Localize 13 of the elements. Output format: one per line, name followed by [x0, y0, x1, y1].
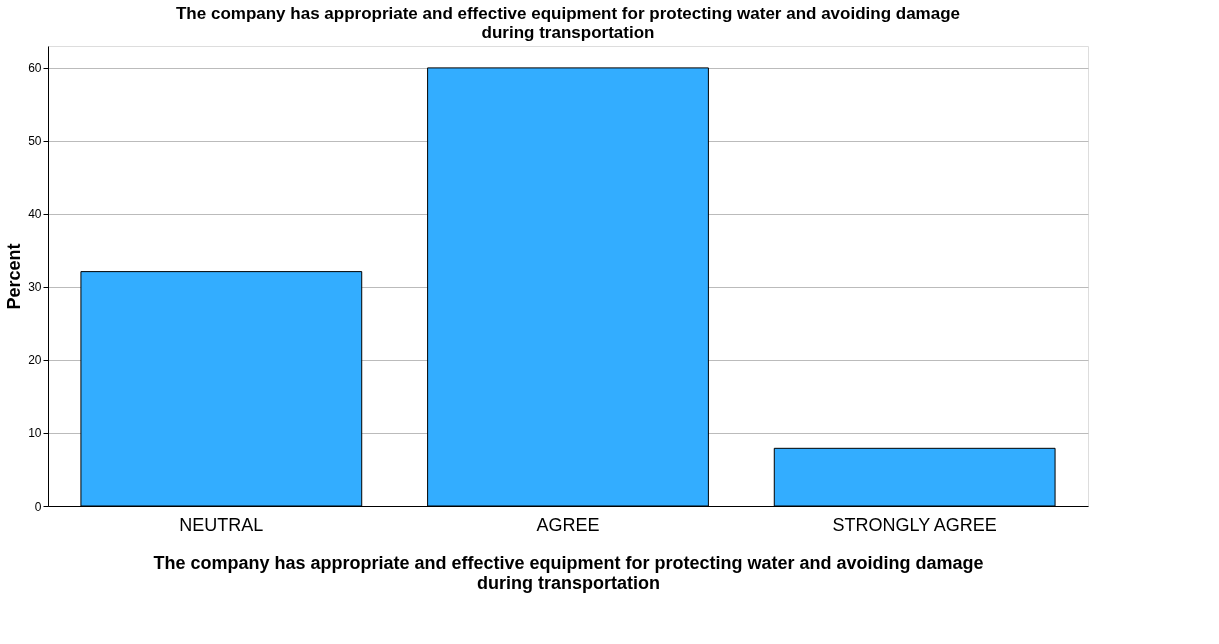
x-tick-label: STRONGLY AGREE — [832, 514, 997, 535]
y-tick-label: 40 — [28, 207, 42, 222]
y-tick-label: 50 — [28, 134, 42, 149]
y-tick-label: 0 — [34, 499, 42, 514]
x-axis-title: The company has appropriate and effective equipment for protecting water and avoiding damage during transportation — [153, 552, 984, 593]
y-tick-label: 10 — [28, 426, 42, 441]
x-tick-label: AGREE — [536, 514, 600, 535]
y-tick-label: 20 — [28, 353, 42, 368]
y-tick-label: 30 — [28, 280, 42, 295]
x-tick-label: NEUTRAL — [179, 514, 264, 535]
y-tick-label: 60 — [28, 61, 42, 76]
chart-title: The company has appropriate and effective equipment for protecting water and avoiding damage during transportation — [175, 4, 961, 42]
y-axis-title: Percent — [4, 243, 25, 310]
